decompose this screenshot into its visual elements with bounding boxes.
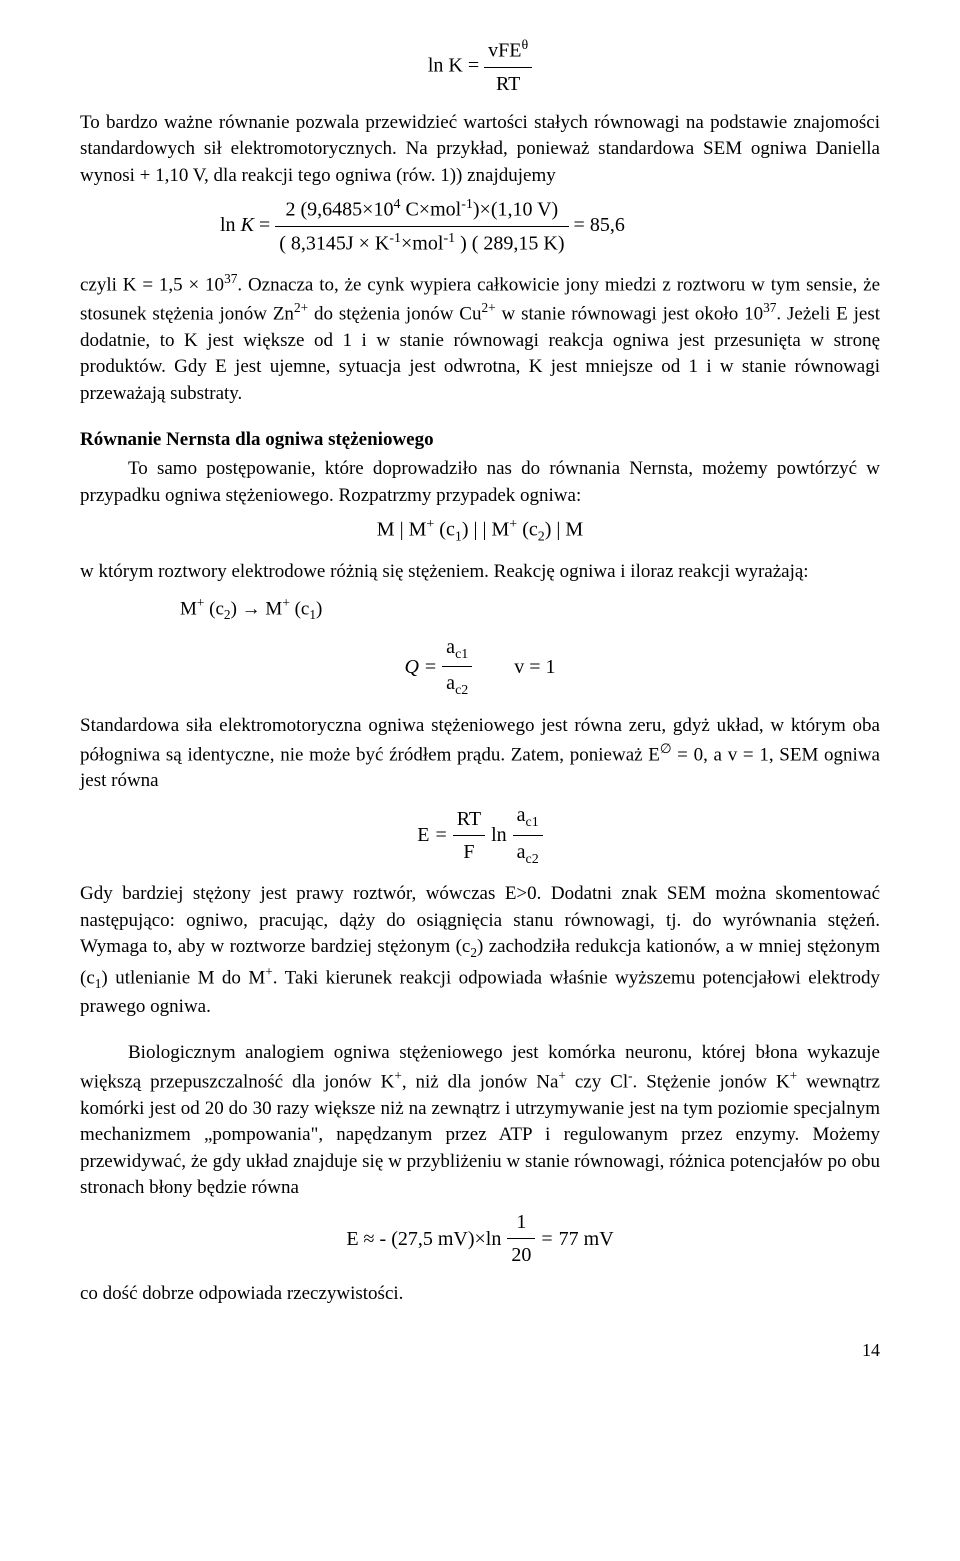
page-number: 14 [80, 1338, 880, 1363]
formula-membrane-potential: E ≈ - (27,5 mV)×ln 1 20 = 77 mV [80, 1208, 880, 1269]
para-conclusion: co dość dobrze odpowiada rzeczywistości. [80, 1281, 880, 1308]
para-biological: Biologicznym analogiem ogniwa stężeniowe… [80, 1040, 880, 1202]
para-standard-emf: Standardowa siła elektromotoryczna ogniw… [80, 713, 880, 795]
para-reaction: w którym roztwory elektrodowe różnią się… [80, 559, 880, 586]
lnk-lhs: ln K [428, 54, 463, 76]
document-page: ln K = vFEθ RT To bardzo ważne równanie … [0, 0, 960, 1403]
para-intro: To bardzo ważne równanie pozwala przewid… [80, 110, 880, 190]
para-nernst-intro: To samo postępowanie, które doprowadziło… [80, 456, 880, 509]
formula-cell-notation: M | M+ (c1) | | M+ (c2) | M [80, 515, 880, 547]
formula-E: E = RT F ln ac1 ac2 [80, 801, 880, 869]
section-nernst-title: Równanie Nernsta dla ogniwa stężeniowego [80, 427, 880, 454]
para-k-result: czyli K = 1,5 × 1037. Oznacza to, że cyn… [80, 270, 880, 408]
para-e-positive: Gdy bardziej stężony jest prawy roztwór,… [80, 881, 880, 1020]
formula-lnk: ln K = vFEθ RT [80, 36, 880, 98]
formula-lnk-value: ln K = 2 (9,6485×104 C×mol-1)×(1,10 V) (… [80, 195, 880, 257]
formula-reaction-arrow: M+ (c2) → M+ (c1) [80, 594, 880, 625]
formula-Q: Q = ac1 ac2 v = 1 [80, 633, 880, 701]
